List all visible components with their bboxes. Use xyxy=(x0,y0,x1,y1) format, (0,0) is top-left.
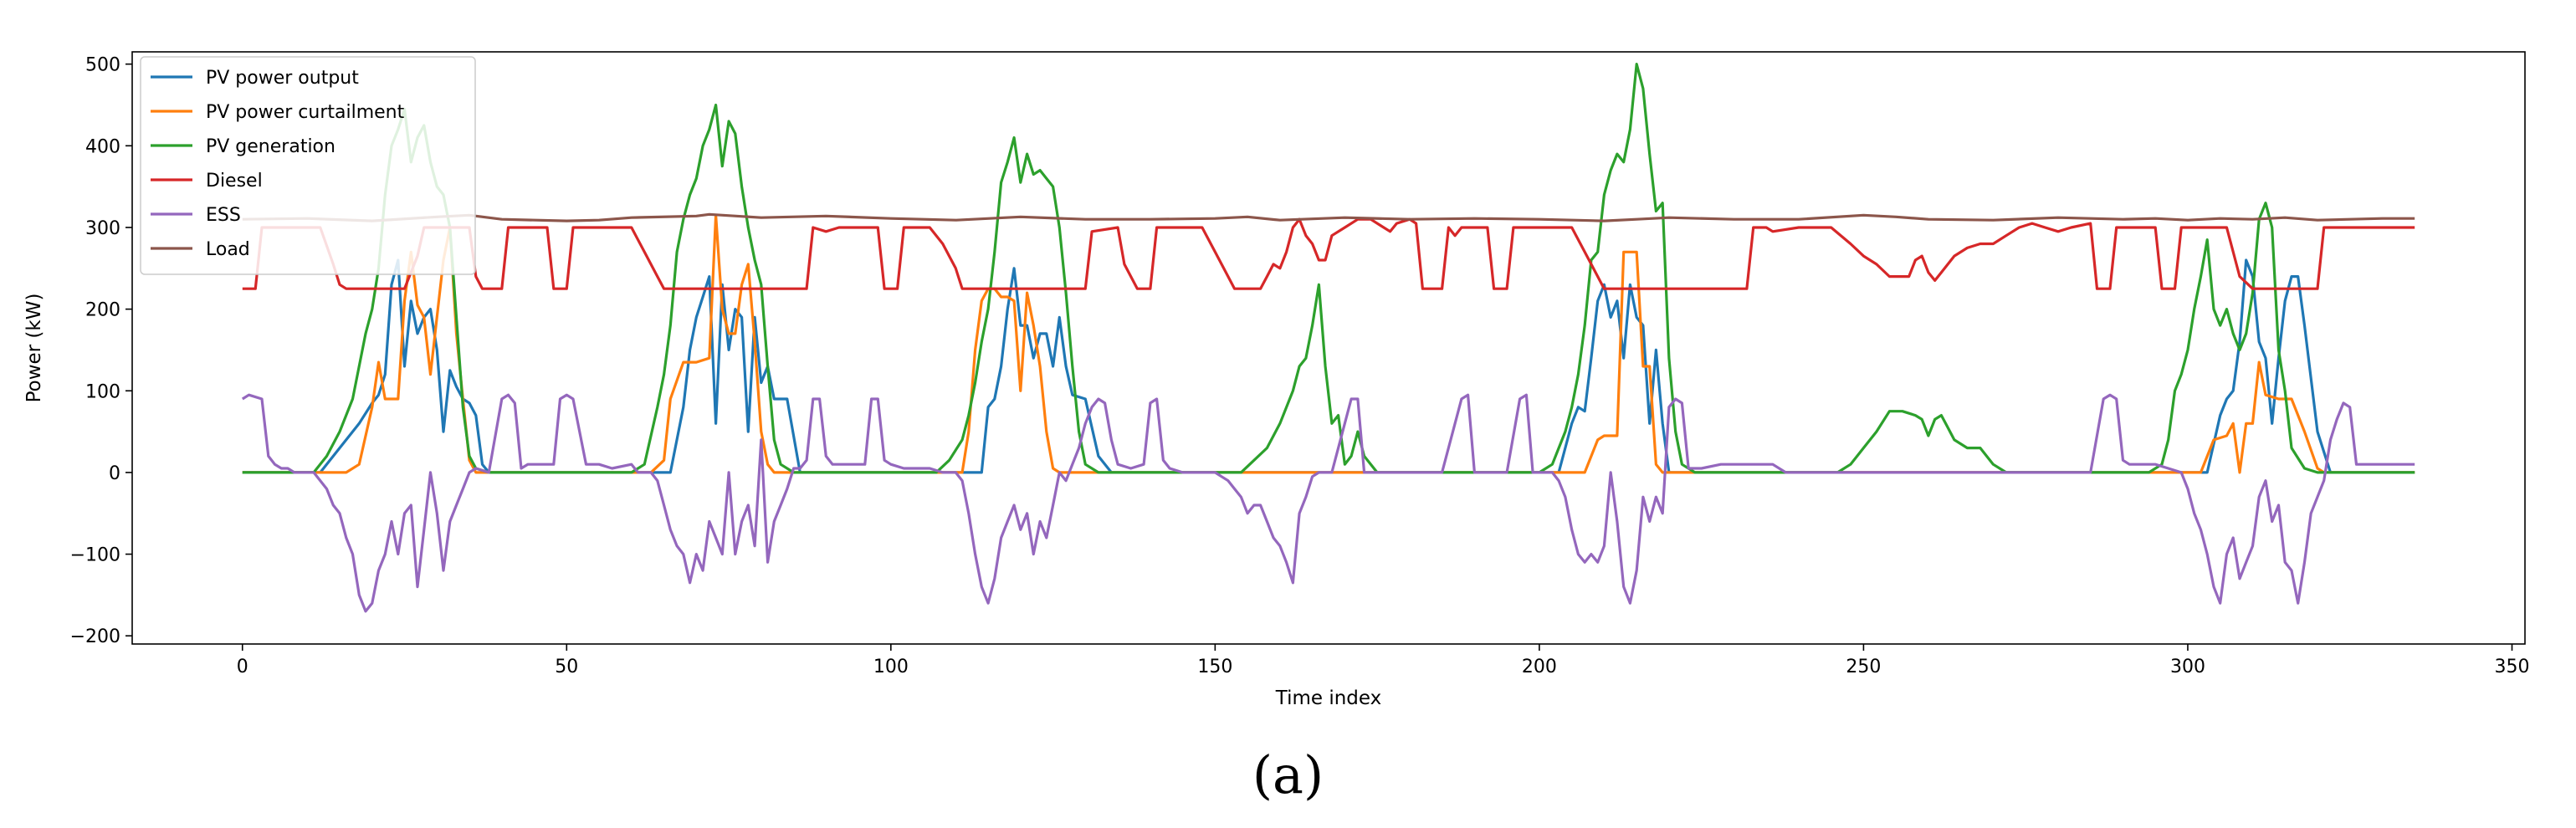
series-line-ess xyxy=(241,393,2415,613)
x-axis: 0 50 100 150 200 250 300 350 xyxy=(237,644,2529,677)
legend-label: Diesel xyxy=(206,171,263,192)
legend-label: Load xyxy=(206,239,250,260)
x-tick-label: 300 xyxy=(2170,657,2205,677)
y-tick-label: 300 xyxy=(85,218,120,239)
x-tick-label: 0 xyxy=(237,657,248,677)
x-axis-title: Time index xyxy=(1275,687,1382,709)
y-tick-label: 200 xyxy=(85,300,120,321)
y-axis-title: Power (kW) xyxy=(23,294,45,403)
x-tick-label: 200 xyxy=(1522,657,1557,677)
figure-caption: (a) xyxy=(1252,744,1324,805)
y-tick-label: 400 xyxy=(85,136,120,157)
legend-label: PV power output xyxy=(206,68,359,89)
x-tick-label: 50 xyxy=(555,657,578,677)
y-tick-label: 500 xyxy=(85,55,120,76)
x-tick-label: 150 xyxy=(1197,657,1232,677)
y-tick-label: 0 xyxy=(109,463,120,484)
y-axis: −200 −100 0 100 200 300 400 500 xyxy=(70,55,132,647)
plot-frame xyxy=(131,51,2526,645)
x-tick-label: 350 xyxy=(2494,657,2529,677)
legend-box xyxy=(140,56,476,275)
legend-label: ESS xyxy=(206,205,241,226)
y-tick-label: 100 xyxy=(85,381,120,402)
series-line-diesel xyxy=(242,217,2415,290)
series-line-load xyxy=(242,212,2415,222)
x-tick-label: 250 xyxy=(1846,657,1881,677)
legend-label: PV generation xyxy=(206,136,335,157)
x-tick-label: 100 xyxy=(873,657,909,677)
y-tick-label: −100 xyxy=(70,545,120,566)
y-tick-label: −200 xyxy=(70,626,120,647)
series-line-pv-power-output xyxy=(242,258,2415,474)
series-lines xyxy=(241,63,2415,613)
legend-label: PV power curtailment xyxy=(206,102,405,123)
series-line-pv-power-curtailment xyxy=(242,213,2415,474)
legend: PV power output PV power curtailment PV ge… xyxy=(140,56,476,275)
